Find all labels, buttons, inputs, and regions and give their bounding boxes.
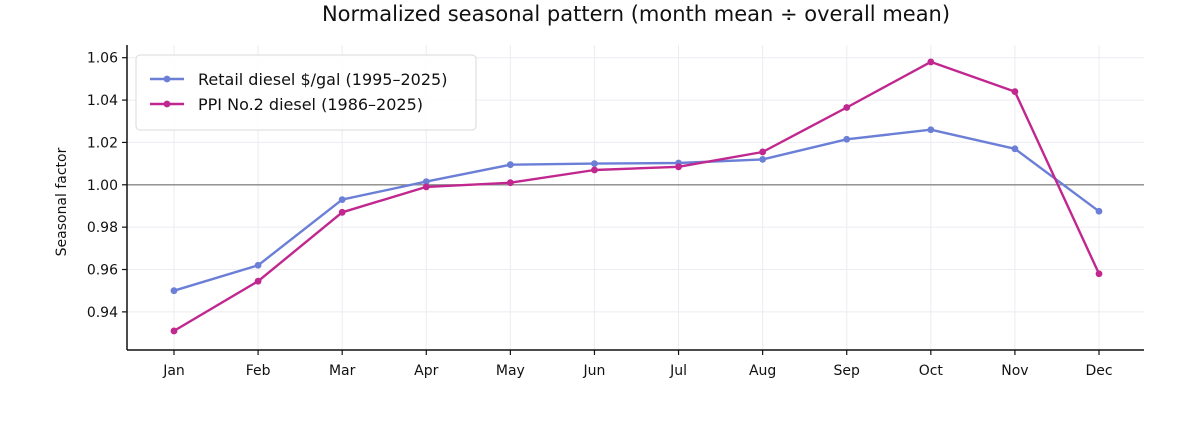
legend-label: PPI No.2 diesel (1986–2025) [198,95,423,114]
data-point [759,148,767,156]
data-point [170,287,178,295]
legend-item: PPI No.2 diesel (1986–2025) [150,95,423,114]
series-2 [170,58,1103,335]
x-tick-label: Apr [414,363,438,379]
legend-swatch-marker [163,100,171,108]
x-tick-label: Mar [329,363,356,379]
data-point [927,58,935,66]
series-layer [170,58,1103,335]
y-tick-label: 1.02 [87,135,118,151]
x-tick-label: Nov [1001,363,1028,379]
x-tick-label: Feb [246,363,271,379]
data-point [1011,145,1019,153]
x-tick-label: Sep [834,363,861,379]
series-line [173,128,1100,292]
data-point [759,155,767,163]
legend-swatch-marker [163,75,171,83]
data-point [591,166,598,174]
x-tick-label: Jul [669,363,687,379]
y-axis-title: Seasonal factor [54,147,70,256]
ticks-layer: 0.94 0.96 0.98 1.00 1.02 1.04 1.06 Jan Feb Mar Apr… [87,51,1113,379]
axes-layer [126,45,1144,351]
data-point [170,327,178,335]
data-point [254,261,262,269]
x-tick-label: May [496,363,525,379]
data-point [338,196,346,204]
y-tick-label: 0.98 [87,220,118,236]
x-tick-label: Oct [919,363,944,379]
x-tick-label: Aug [749,363,776,379]
data-point [1095,207,1103,215]
y-tick-label: 1.00 [87,178,118,194]
x-tick-label: Jan [162,363,185,379]
data-point [422,183,430,191]
data-point [927,126,935,134]
data-point [254,277,262,285]
series-1 [170,126,1103,295]
data-point [675,163,682,171]
x-tick-label: Jun [583,363,606,379]
legend: Retail diesel $/gal (1995–2025) PPI No.2 … [135,54,477,131]
data-point [506,161,514,169]
legend-box [135,54,477,131]
y-tick-label: 1.04 [87,93,118,109]
data-point [338,208,346,216]
data-point [843,104,851,111]
y-tick-label: 0.96 [87,263,118,279]
x-tick-label: Dec [1085,363,1112,379]
y-tick-label: 1.06 [87,51,118,67]
y-tick-label: 0.94 [87,305,118,321]
chart-title: Normalized seasonal pattern (month mean … [322,2,950,26]
data-point [422,178,430,186]
series-line [173,60,1101,332]
data-point [1095,270,1103,278]
data-point [1011,88,1019,95]
data-point [843,135,851,143]
legend-label: Retail diesel $/gal (1995–2025) [198,70,447,89]
legend-item: Retail diesel $/gal (1995–2025) [150,70,447,89]
data-point [591,160,598,168]
data-point [506,179,514,187]
